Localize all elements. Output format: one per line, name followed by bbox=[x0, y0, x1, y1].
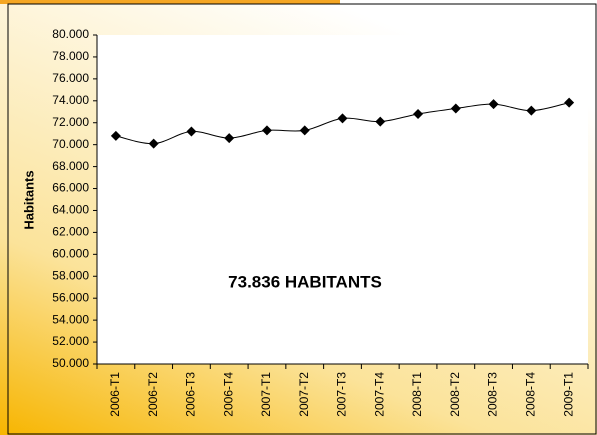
chart-frame bbox=[7, 3, 597, 435]
x-tick-label: 2008-T2 bbox=[448, 372, 462, 417]
y-tick-label: 56.000 bbox=[52, 290, 89, 304]
x-tick-label: 2006-T3 bbox=[184, 372, 198, 417]
y-tick-label: 58.000 bbox=[52, 268, 89, 282]
marker bbox=[261, 125, 272, 136]
x-tick-label: 2007-T3 bbox=[335, 372, 349, 417]
x-tick-label: 2008-T1 bbox=[410, 372, 424, 417]
y-tick-label: 74.000 bbox=[52, 93, 89, 107]
x-tick-label: 2006-T4 bbox=[221, 372, 235, 417]
marker bbox=[564, 97, 575, 108]
y-tick-label: 76.000 bbox=[52, 71, 89, 85]
y-axis-label: Habitants bbox=[21, 170, 36, 229]
marker bbox=[110, 130, 121, 141]
marker bbox=[186, 126, 197, 137]
y-tick-label: 54.000 bbox=[52, 312, 89, 326]
plot-area bbox=[97, 35, 588, 364]
y-tick-label: 72.000 bbox=[52, 115, 89, 129]
marker bbox=[148, 138, 159, 149]
x-tick-label: 2006-T2 bbox=[146, 372, 160, 417]
y-tick-label: 64.000 bbox=[52, 203, 89, 217]
y-tick-label: 80.000 bbox=[52, 27, 89, 41]
x-tick-label: 2008-T3 bbox=[486, 372, 500, 417]
marker bbox=[488, 99, 499, 110]
x-tick-label: 2006-T1 bbox=[108, 372, 122, 417]
x-tick-label: 2007-T4 bbox=[372, 372, 386, 417]
y-tick-label: 50.000 bbox=[52, 356, 89, 370]
marker bbox=[450, 103, 461, 114]
marker bbox=[224, 133, 235, 144]
y-tick-label: 68.000 bbox=[52, 159, 89, 173]
marker bbox=[526, 105, 537, 116]
marker bbox=[375, 116, 386, 127]
y-tick-label: 70.000 bbox=[52, 137, 89, 151]
x-tick-label: 2007-T1 bbox=[259, 372, 273, 417]
marker bbox=[337, 113, 348, 124]
y-tick-label: 52.000 bbox=[52, 334, 89, 348]
y-tick-label: 60.000 bbox=[52, 247, 89, 261]
marker bbox=[299, 125, 310, 136]
top-strip bbox=[0, 0, 340, 4]
annotation: 73.836 HABITANTS bbox=[228, 272, 382, 291]
x-tick-label: 2007-T2 bbox=[297, 372, 311, 417]
y-tick-label: 78.000 bbox=[52, 49, 89, 63]
y-tick-label: 62.000 bbox=[52, 225, 89, 239]
y-tick-label: 66.000 bbox=[52, 181, 89, 195]
x-tick-label: 2009-T1 bbox=[561, 372, 575, 417]
x-tick-label: 2008-T4 bbox=[524, 372, 538, 417]
marker bbox=[413, 108, 424, 119]
